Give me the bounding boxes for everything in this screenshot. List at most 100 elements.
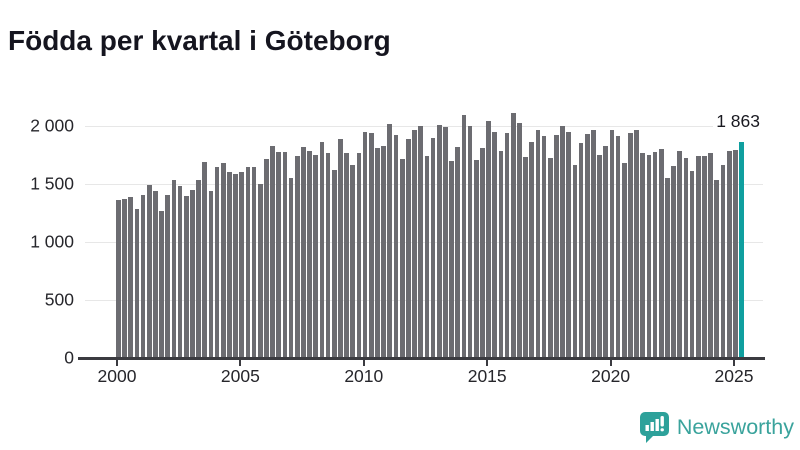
x-axis-tick-label: 2025 — [714, 366, 754, 386]
bar — [424, 155, 430, 358]
bar — [714, 179, 720, 358]
bar — [165, 195, 171, 358]
x-axis-tick — [239, 359, 242, 366]
x-axis-tick-label: 2020 — [591, 366, 631, 386]
bar — [609, 130, 615, 358]
bar — [486, 121, 491, 358]
bar — [264, 159, 269, 358]
newsworthy-speech-bubble-chart-icon — [639, 411, 670, 444]
bar — [128, 196, 134, 358]
bar — [220, 163, 226, 358]
y-axis-tick-label: 1 000 — [30, 231, 74, 252]
bar — [177, 185, 183, 358]
bar — [430, 137, 436, 358]
bar — [233, 173, 238, 358]
gridline — [85, 242, 763, 243]
bar — [214, 167, 220, 358]
bar — [541, 135, 547, 358]
bar — [560, 125, 565, 358]
bar — [646, 154, 652, 358]
bar — [245, 167, 251, 358]
page-title: Födda per kvartal i Göteborg — [8, 24, 391, 56]
bar — [418, 125, 424, 358]
bar — [350, 164, 356, 358]
bar — [733, 149, 738, 358]
y-axis-tick-label: 0 — [64, 347, 74, 368]
bar — [405, 139, 411, 358]
bar — [461, 115, 467, 358]
bar — [529, 142, 535, 358]
bar — [362, 131, 368, 358]
plot-area — [85, 110, 763, 358]
bar — [190, 189, 195, 358]
bar — [554, 134, 559, 358]
x-axis-tick-label: 2015 — [467, 366, 507, 386]
bar — [282, 151, 288, 358]
bar — [331, 169, 337, 358]
x-axis-tick — [116, 359, 118, 366]
bar — [239, 171, 245, 358]
bar — [671, 165, 676, 358]
bar — [523, 157, 528, 358]
x-axis-tick-label: 2005 — [220, 366, 260, 386]
bar — [116, 199, 121, 358]
bar — [473, 159, 479, 358]
bar — [153, 191, 158, 358]
bar — [677, 151, 683, 358]
gridline — [85, 184, 763, 185]
bar — [319, 142, 325, 358]
bar — [702, 156, 707, 358]
bar — [251, 167, 257, 358]
bar — [726, 151, 732, 358]
bar — [628, 132, 633, 358]
bar — [338, 139, 343, 358]
bar — [695, 155, 701, 358]
bar — [183, 195, 189, 358]
bar — [399, 159, 405, 358]
bar — [504, 132, 510, 358]
bar — [498, 151, 504, 358]
bar — [652, 152, 658, 358]
bar — [597, 154, 602, 358]
bar — [467, 125, 473, 358]
bar — [603, 146, 609, 358]
bar — [615, 136, 621, 358]
bar — [591, 129, 596, 358]
y-axis-tick-label: 2 000 — [30, 115, 74, 136]
bar — [578, 143, 584, 358]
bar-highlighted — [739, 141, 744, 358]
bar — [665, 178, 670, 358]
bar — [492, 131, 498, 358]
bar — [171, 180, 177, 358]
bar — [455, 146, 461, 358]
bar — [689, 171, 695, 358]
gridline — [85, 300, 763, 301]
bar — [159, 210, 164, 358]
bar — [720, 164, 726, 358]
bar — [325, 152, 331, 358]
bar — [436, 124, 442, 358]
bar — [381, 145, 386, 358]
bar — [412, 130, 417, 358]
bar — [449, 161, 454, 358]
bar — [196, 180, 201, 358]
x-axis-tick — [486, 359, 489, 366]
bar — [140, 195, 146, 358]
brand-name: Newsworthy — [676, 415, 794, 439]
bar — [301, 146, 306, 358]
bar — [393, 134, 399, 358]
bar — [257, 183, 263, 358]
bar — [480, 148, 485, 358]
newsworthy-logo: Newsworthy — [639, 411, 794, 444]
y-axis-tick-label: 500 — [44, 289, 74, 310]
bar — [227, 171, 232, 358]
bar — [344, 152, 349, 358]
bar — [621, 162, 627, 358]
bar — [517, 122, 522, 358]
bar — [356, 153, 362, 358]
bar — [270, 146, 275, 358]
bar — [658, 149, 664, 358]
bar — [634, 130, 639, 358]
x-axis-tick-label: 2000 — [97, 366, 137, 386]
